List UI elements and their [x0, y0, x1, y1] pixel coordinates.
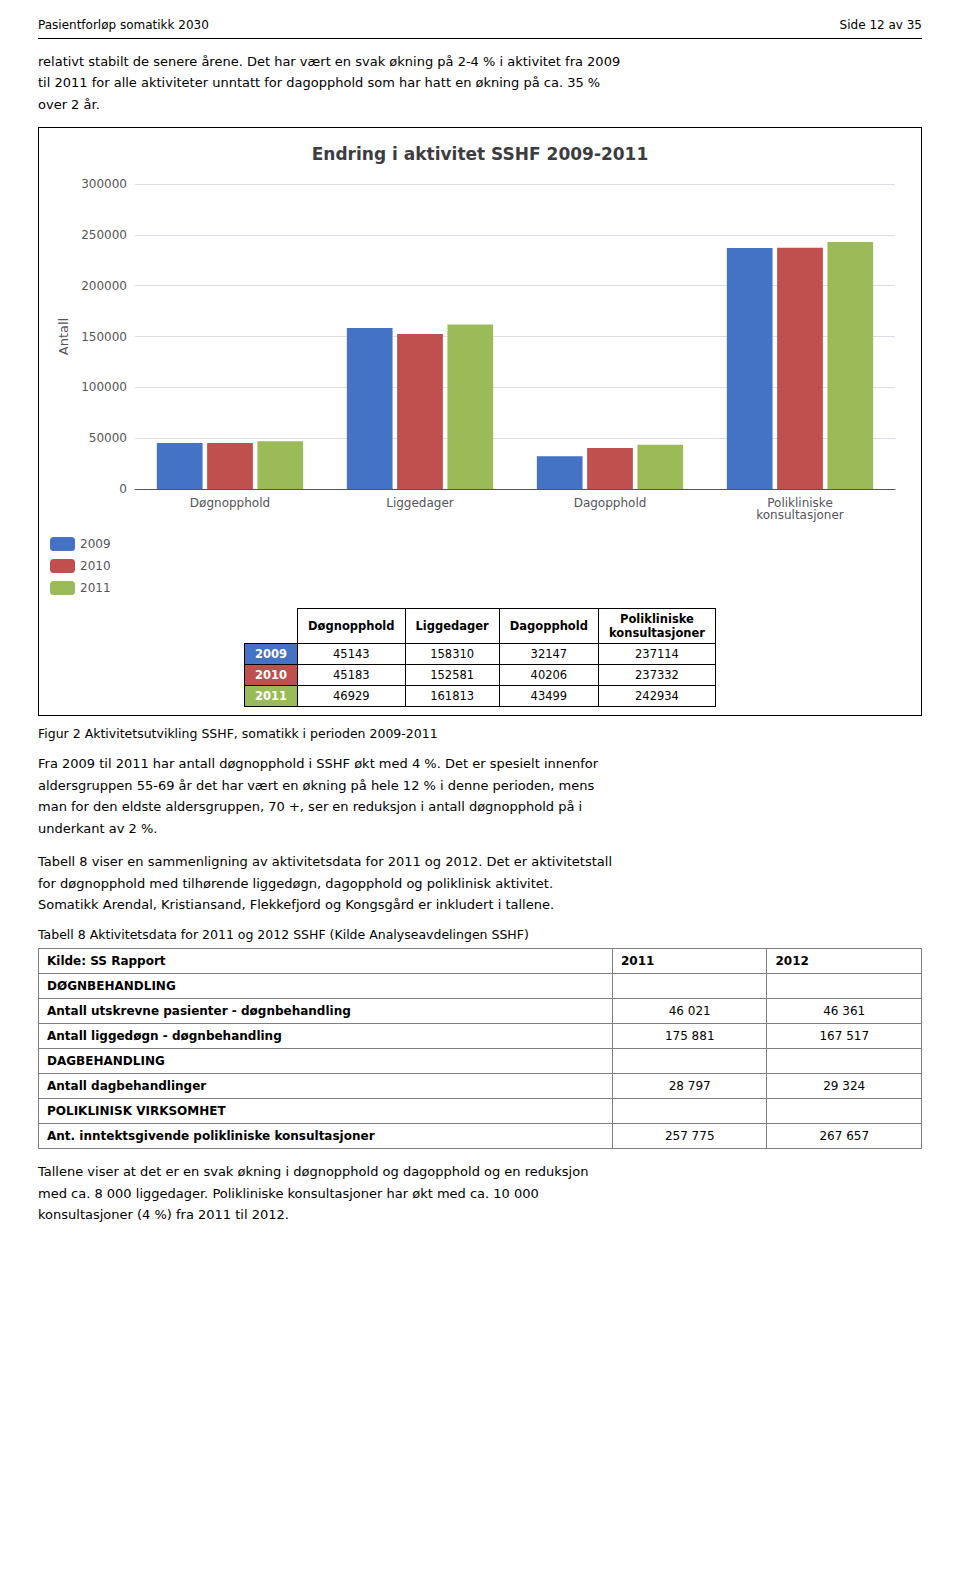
html-text:46 021: 46 021 [668, 1004, 711, 1019]
html-text:Pasientforløp somatikk 2030: Pasientforløp somatikk 2030 [38, 18, 209, 32]
svg-text:200000: 200000 [81, 279, 127, 293]
html-text:46929: 46929 [333, 689, 370, 704]
html-text:167 517: 167 517 [819, 1029, 869, 1044]
html-text:2010: 2010 [255, 668, 287, 683]
html-text:Kilde: SS Rapport: Kilde: SS Rapport [47, 954, 166, 969]
svg-text:2009: 2009 [80, 537, 111, 551]
html-text:Ant. inntektsgivende poliklini: Ant. inntektsgivende polikliniske konsul… [47, 1129, 375, 1144]
html-text:Døgnopphold: Døgnopphold [308, 619, 395, 634]
html-text:Fra 2009 til 2011 har antall d: Fra 2009 til 2011 har antall døgnopphold… [38, 756, 599, 836]
svg-text:Liggedager: Liggedager [386, 496, 454, 510]
html-text:29 324: 29 324 [823, 1079, 866, 1094]
html-text:28 797: 28 797 [668, 1079, 711, 1094]
svg-text:Dagopphold: Dagopphold [574, 496, 647, 510]
svg-text:100000: 100000 [81, 381, 127, 395]
html-text:2012: 2012 [775, 954, 809, 969]
html-text:2011: 2011 [620, 954, 655, 969]
html-text:43499: 43499 [530, 689, 568, 704]
html-text:257 775: 257 775 [664, 1129, 715, 1144]
html-text:Polikliniske konsultasjoner: Polikliniske konsultasjoner [609, 612, 705, 641]
svg-text:50000: 50000 [89, 431, 127, 445]
svg-text:250000: 250000 [81, 228, 127, 242]
html-text:Antall utskrevne pasienter - d: Antall utskrevne pasienter - døgnbehandl… [47, 1004, 351, 1019]
html-text:Tabell 8 Aktivitetsdata for 20: Tabell 8 Aktivitetsdata for 2011 og 2012… [38, 927, 529, 943]
svg-text:Polikliniske: Polikliniske [767, 496, 833, 511]
html-text:158310: 158310 [430, 647, 475, 662]
html-text:45183: 45183 [333, 668, 370, 683]
html-text:2009: 2009 [255, 647, 287, 662]
svg-text:2010: 2010 [80, 559, 111, 573]
html-text:DØGNBEHANDLING: DØGNBEHANDLING [47, 979, 176, 994]
html-text:Dagopphold: Dagopphold [509, 619, 588, 634]
svg-text:0: 0 [119, 482, 127, 496]
html-text:175 881: 175 881 [664, 1029, 715, 1044]
svg-text:150000: 150000 [81, 330, 127, 344]
html-text:45143: 45143 [333, 647, 370, 662]
html-text:32147: 32147 [530, 647, 568, 662]
html-text:237332: 237332 [635, 668, 679, 683]
html-text:2011: 2011 [255, 689, 287, 704]
svg-text:300000: 300000 [81, 177, 127, 191]
svg-text:Endring i aktivitet SSHF 2009-: Endring i aktivitet SSHF 2009-2011 [312, 144, 649, 164]
html-text:267 657: 267 657 [819, 1129, 869, 1144]
html-text:152581: 152581 [430, 668, 475, 683]
html-text:relativt stabilt de senere åre: relativt stabilt de senere årene. Det ha… [38, 54, 621, 112]
svg-text:konsultasjoner: konsultasjoner [756, 508, 844, 522]
html-text:Tallene viser at det er en sva: Tallene viser at det er en svak økning i… [38, 1164, 589, 1223]
html-text:Side 12 av 35: Side 12 av 35 [839, 18, 922, 32]
html-text:Figur 2 Aktivitetsutvikling SS: Figur 2 Aktivitetsutvikling SSHF, somati… [38, 726, 438, 742]
html-text:237114: 237114 [635, 647, 679, 662]
html-text:Tabell 8 viser en sammenlignin: Tabell 8 viser en sammenligning av aktiv… [38, 854, 612, 912]
html-text:161813: 161813 [430, 689, 475, 704]
svg-text:2011: 2011 [80, 581, 111, 595]
html-text:Antall liggedøgn - døgnbehandl: Antall liggedøgn - døgnbehandling [47, 1029, 282, 1044]
html-text:POLIKLINISK VIRKSOMHET: POLIKLINISK VIRKSOMHET [47, 1104, 226, 1119]
html-text:Liggedager: Liggedager [415, 619, 489, 634]
html-text:DAGBEHANDLING: DAGBEHANDLING [47, 1054, 165, 1069]
svg-text:Døgnopphold: Døgnopphold [190, 496, 270, 510]
html-text:Antall dagbehandlinger: Antall dagbehandlinger [47, 1079, 207, 1094]
svg-text:Antall: Antall [56, 318, 71, 355]
html-text:242934: 242934 [635, 689, 679, 704]
html-text:40206: 40206 [530, 668, 568, 683]
html-text:46 361: 46 361 [823, 1004, 866, 1019]
